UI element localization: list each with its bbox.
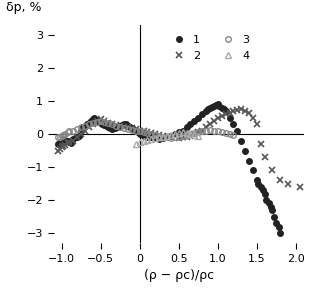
3 — [87, 123, 91, 126]
4 — [188, 132, 192, 136]
Line: 3: 3 — [55, 118, 236, 141]
1 — [255, 179, 259, 182]
4 — [196, 134, 200, 138]
3 — [228, 132, 232, 136]
3 — [173, 136, 177, 139]
2 — [56, 149, 60, 152]
3 — [103, 120, 106, 123]
3 — [216, 130, 220, 133]
4 — [181, 131, 184, 134]
3 — [75, 127, 79, 131]
Line: 2: 2 — [54, 106, 303, 190]
3 — [185, 133, 188, 136]
4 — [177, 132, 181, 135]
3 — [58, 135, 62, 138]
4 — [134, 142, 138, 146]
3 — [134, 129, 138, 133]
3 — [154, 133, 157, 136]
1 — [216, 103, 220, 106]
4 — [161, 135, 165, 138]
3 — [200, 130, 204, 133]
3 — [181, 134, 184, 138]
3 — [66, 131, 70, 134]
3 — [138, 130, 142, 133]
1 — [79, 129, 83, 133]
4 — [154, 136, 157, 140]
3 — [106, 121, 110, 124]
Line: 4: 4 — [133, 130, 201, 147]
3 — [99, 119, 102, 123]
Y-axis label: δp, %: δp, % — [6, 1, 41, 14]
3 — [208, 128, 212, 132]
3 — [188, 132, 192, 136]
3 — [161, 135, 165, 138]
Line: 1: 1 — [55, 101, 283, 236]
3 — [95, 120, 99, 123]
3 — [220, 131, 224, 134]
2 — [110, 123, 114, 126]
4 — [169, 133, 173, 136]
3 — [61, 133, 65, 136]
4 — [146, 138, 149, 142]
3 — [60, 134, 63, 138]
1 — [278, 231, 282, 235]
2 — [298, 185, 302, 189]
3 — [114, 124, 118, 127]
1 — [108, 126, 112, 130]
3 — [177, 135, 181, 138]
1 — [56, 142, 60, 146]
4 — [173, 132, 177, 136]
3 — [110, 123, 114, 126]
4 — [138, 141, 142, 144]
4 — [149, 137, 153, 141]
3 — [56, 136, 60, 139]
4 — [142, 139, 145, 142]
4 — [185, 132, 188, 135]
3 — [126, 127, 130, 131]
4 — [193, 133, 196, 136]
3 — [204, 129, 208, 133]
3 — [224, 132, 227, 135]
3 — [149, 132, 153, 136]
2 — [122, 125, 126, 129]
3 — [196, 131, 200, 134]
3 — [67, 130, 71, 133]
2 — [118, 124, 122, 127]
3 — [71, 129, 75, 133]
3 — [83, 124, 87, 127]
1 — [210, 105, 213, 109]
3 — [91, 121, 95, 124]
4 — [165, 134, 169, 138]
3 — [64, 132, 67, 136]
3 — [232, 133, 235, 136]
Legend: 1, 2, 3, 4: 1, 2, 3, 4 — [168, 35, 250, 60]
3 — [142, 131, 145, 134]
3 — [169, 136, 173, 140]
3 — [165, 136, 169, 139]
3 — [146, 132, 149, 135]
3 — [193, 132, 196, 135]
3 — [130, 128, 134, 132]
2 — [103, 119, 106, 123]
2 — [193, 132, 196, 136]
3 — [122, 126, 126, 130]
X-axis label: (ρ − ρc)/ρc: (ρ − ρc)/ρc — [144, 269, 214, 282]
2 — [239, 108, 243, 111]
1 — [247, 159, 251, 162]
1 — [272, 215, 276, 218]
3 — [118, 126, 122, 129]
3 — [79, 126, 83, 129]
3 — [212, 129, 216, 133]
3 — [157, 134, 161, 138]
4 — [157, 136, 161, 139]
2 — [83, 129, 87, 133]
